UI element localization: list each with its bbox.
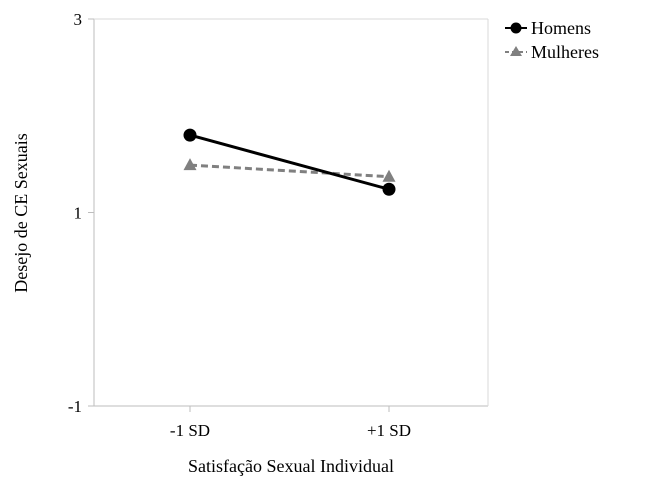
- x-axis-title: Satisfação Sexual Individual: [188, 456, 394, 476]
- y-tick-label: -1: [68, 397, 82, 416]
- x-tick-label: +1 SD: [367, 421, 411, 440]
- series-line-homens: [189, 133, 390, 191]
- legend-marker-mulheres: [510, 46, 522, 56]
- y-ticks: -1 1 3: [68, 10, 94, 416]
- point-homens-2: [382, 182, 396, 196]
- point-mulheres-1: [183, 158, 197, 171]
- series-line-mulheres: [189, 163, 390, 179]
- y-tick-label: 1: [74, 204, 83, 223]
- legend-marker-homens: [510, 22, 522, 34]
- point-homens-1: [183, 128, 197, 142]
- y-tick-label: 3: [74, 10, 83, 29]
- legend-label-homens: Homens: [531, 18, 591, 38]
- x-ticks: -1 SD +1 SD: [170, 406, 411, 440]
- point-mulheres-2: [382, 169, 396, 182]
- legend: Homens Mulheres: [505, 18, 599, 62]
- series-layer: [183, 128, 396, 196]
- x-tick-label: -1 SD: [170, 421, 210, 440]
- y-axis-title: Desejo de CE Sexuais: [11, 133, 31, 292]
- legend-label-mulheres: Mulheres: [531, 42, 599, 62]
